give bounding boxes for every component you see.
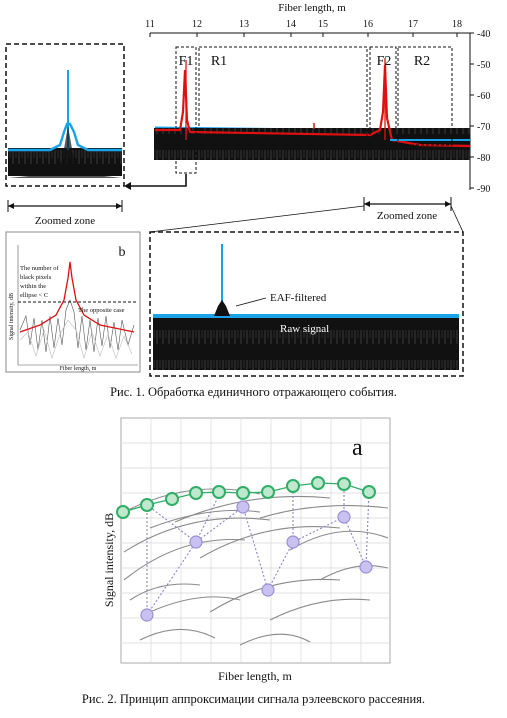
raw-signal-label: Raw signal bbox=[280, 323, 329, 335]
region-label-r1: R1 bbox=[211, 54, 227, 69]
figure2-frame bbox=[120, 417, 391, 664]
figure2-caption: Рис. 2. Принцип аппроксимации сигнала рэ… bbox=[81, 692, 426, 706]
region-box-r1 bbox=[198, 46, 368, 142]
x-tick-18: 18 bbox=[452, 19, 462, 30]
figure2-purple-points bbox=[140, 500, 373, 622]
figure2-green-points bbox=[116, 476, 376, 519]
y-tick-m40: -40 bbox=[477, 29, 490, 40]
x-tick-15: 15 bbox=[318, 19, 328, 30]
region-label-f1: F1 bbox=[179, 54, 194, 69]
y-tick-m70: -70 bbox=[477, 122, 490, 133]
y-tick-m90: -90 bbox=[477, 184, 490, 195]
figure2-panel-letter: a bbox=[352, 435, 363, 461]
x-ticks: 11 12 13 14 15 16 17 18 bbox=[145, 19, 462, 37]
zoomed-zone-right-label: Zoomed zone bbox=[377, 210, 437, 222]
y-ticks: -40 -50 -60 -70 -80 -90 bbox=[470, 29, 490, 195]
region-box-f1 bbox=[175, 46, 197, 174]
top-axis-label: Fiber length, m bbox=[278, 2, 346, 14]
zoom-lower-panel: EAF-filtered Raw signal bbox=[149, 231, 464, 377]
x-tick-17: 17 bbox=[408, 19, 418, 30]
inset-b-note-4: ellipse < C bbox=[20, 292, 48, 299]
y-tick-m50: -50 bbox=[477, 60, 490, 71]
inset-b-note-1: The number of bbox=[20, 265, 59, 272]
x-tick-13: 13 bbox=[239, 19, 249, 30]
zoomed-zone-left-label: Zoomed zone bbox=[35, 215, 95, 227]
figure2-dotted-links bbox=[122, 484, 370, 616]
region-label-r2: R2 bbox=[414, 54, 430, 69]
region-box-r2 bbox=[397, 46, 453, 146]
region-box-f2 bbox=[369, 46, 397, 146]
inset-b: b Signal intensity, dB Fiber length, m T… bbox=[5, 231, 141, 373]
figure2-chart: a Signal intensity, dB Fiber length, m bbox=[102, 417, 391, 683]
x-tick-12: 12 bbox=[192, 19, 202, 30]
inset-b-note-2: black pixels bbox=[20, 274, 52, 281]
inset-b-ylabel: Signal intensity, dB bbox=[9, 293, 15, 340]
figure1-caption: Рис. 1. Обработка единичного отражающего… bbox=[110, 385, 397, 399]
inset-b-red-curve bbox=[19, 261, 135, 333]
figure2-ylabel: Signal intensity, dB bbox=[102, 513, 116, 607]
x-tick-16: 16 bbox=[363, 19, 373, 30]
zoomed-zone-left-arrow: Zoomed zone bbox=[7, 200, 123, 227]
zoom-lower-frame bbox=[149, 231, 464, 377]
main-chart: Fiber length, m 11 12 13 14 15 16 17 18 bbox=[145, 2, 490, 195]
zoom-left-frame bbox=[5, 43, 125, 187]
x-tick-11: 11 bbox=[145, 19, 155, 30]
y-tick-m60: -60 bbox=[477, 91, 490, 102]
inset-b-note-3: within the bbox=[20, 283, 46, 290]
eaf-filtered-label: EAF-filtered bbox=[270, 292, 327, 304]
inset-b-xlabel: Fiber length, m bbox=[60, 366, 97, 372]
connector-f1 bbox=[126, 174, 187, 187]
figure2-xlabel: Fiber length, m bbox=[218, 669, 292, 683]
zoomed-zone-right-arrow: Zoomed zone bbox=[363, 197, 452, 222]
region-label-f2: F2 bbox=[377, 54, 392, 69]
inset-b-letter: b bbox=[119, 245, 126, 260]
red-trace bbox=[155, 64, 471, 148]
x-tick-14: 14 bbox=[286, 19, 296, 30]
zoom-left-panel bbox=[5, 43, 125, 187]
y-tick-m80: -80 bbox=[477, 153, 490, 164]
inset-b-opposite-label: The opposite case bbox=[78, 307, 125, 314]
